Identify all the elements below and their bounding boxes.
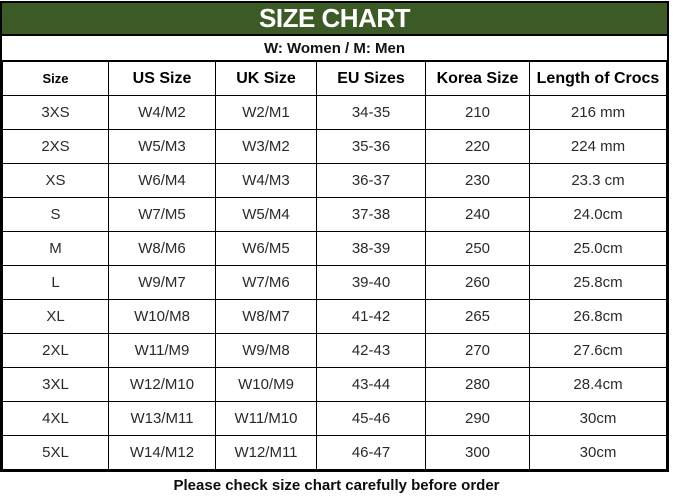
table-cell: 270 <box>425 333 530 368</box>
table-cell: W13/M11 <box>108 401 216 436</box>
table-cell: 280 <box>425 367 530 402</box>
table-cell: 224 mm <box>529 129 667 164</box>
table-cell: 25.0cm <box>529 231 667 266</box>
table-cell: 2XL <box>2 333 109 368</box>
table-cell: 30cm <box>529 401 667 436</box>
table-cell: 38-39 <box>316 231 426 266</box>
table-cell: 24.0cm <box>529 197 667 232</box>
table-row: M W8/M6 W6/M5 38-39 250 25.0cm <box>2 231 667 266</box>
column-header-us-size: US Size <box>108 61 216 96</box>
table-cell: 28.4cm <box>529 367 667 402</box>
table-cell: XL <box>2 299 109 334</box>
table-cell: 260 <box>425 265 530 300</box>
table-cell: W6/M5 <box>215 231 317 266</box>
table-cell: W5/M3 <box>108 129 216 164</box>
table-cell: W8/M6 <box>108 231 216 266</box>
column-header-length-of-crocs: Length of Crocs <box>529 61 667 96</box>
table-row: 3XS W4/M2 W2/M1 34-35 210 216 mm <box>2 95 667 130</box>
table-cell: 43-44 <box>316 367 426 402</box>
table-cell: 5XL <box>2 435 109 470</box>
table-cell: 3XL <box>2 367 109 402</box>
table-cell: M <box>2 231 109 266</box>
table-cell: 290 <box>425 401 530 436</box>
table-cell: L <box>2 265 109 300</box>
table-cell: W10/M9 <box>215 367 317 402</box>
table-cell: W7/M5 <box>108 197 216 232</box>
column-header-eu-sizes: EU Sizes <box>316 61 426 96</box>
table-cell: XS <box>2 163 109 198</box>
table-cell: W14/M12 <box>108 435 216 470</box>
table-cell: 36-37 <box>316 163 426 198</box>
table-cell: 2XS <box>2 129 109 164</box>
size-chart-panel: SIZE CHART W: Women / M: Men Size US Size… <box>0 1 669 472</box>
footer: Please check size chart carefully before… <box>0 472 673 497</box>
table-cell: W7/M6 <box>215 265 317 300</box>
table-cell: W11/M9 <box>108 333 216 368</box>
table-cell: 37-38 <box>316 197 426 232</box>
table-cell: 46-47 <box>316 435 426 470</box>
table-cell: W2/M1 <box>215 95 317 130</box>
table-cell: 39-40 <box>316 265 426 300</box>
page-title: SIZE CHART <box>259 3 411 33</box>
table-cell: W4/M2 <box>108 95 216 130</box>
table-row: XL W10/M8 W8/M7 41-42 265 26.8cm <box>2 299 667 334</box>
table-cell: 27.6cm <box>529 333 667 368</box>
table-row: S W7/M5 W5/M4 37-38 240 24.0cm <box>2 197 667 232</box>
table-cell: 25.8cm <box>529 265 667 300</box>
table-cell: W10/M8 <box>108 299 216 334</box>
table-row: 4XL W13/M11 W11/M10 45-46 290 30cm <box>2 401 667 436</box>
table-cell: 240 <box>425 197 530 232</box>
table-cell: W12/M10 <box>108 367 216 402</box>
footer-note: Please check size chart carefully before… <box>173 476 500 494</box>
table-row: 2XS W5/M3 W3/M2 35-36 220 224 mm <box>2 129 667 164</box>
table-cell: 3XS <box>2 95 109 130</box>
table-cell: 42-43 <box>316 333 426 368</box>
table-cell: 250 <box>425 231 530 266</box>
title-bar: SIZE CHART <box>2 3 667 36</box>
column-header-size: Size <box>2 61 109 96</box>
table-cell: S <box>2 197 109 232</box>
table-cell: W9/M7 <box>108 265 216 300</box>
table-header-row: Size US Size UK Size EU Sizes Korea Size Leng… <box>2 61 667 96</box>
table-cell: 265 <box>425 299 530 334</box>
table-cell: 35-36 <box>316 129 426 164</box>
legend-text: W: Women / M: Men <box>263 39 406 57</box>
table-cell: 41-42 <box>316 299 426 334</box>
column-header-korea-size: Korea Size <box>425 61 530 96</box>
table-cell: 4XL <box>2 401 109 436</box>
size-table: Size US Size UK Size EU Sizes Korea Size Leng… <box>2 61 667 470</box>
table-cell: 34-35 <box>316 95 426 130</box>
table-cell: W9/M8 <box>215 333 317 368</box>
table-cell: W4/M3 <box>215 163 317 198</box>
table-cell: W6/M4 <box>108 163 216 198</box>
table-cell: 210 <box>425 95 530 130</box>
table-cell: 30cm <box>529 435 667 470</box>
table-cell: 216 mm <box>529 95 667 130</box>
table-cell: W8/M7 <box>215 299 317 334</box>
table-cell: W11/M10 <box>215 401 317 436</box>
table-cell: 26.8cm <box>529 299 667 334</box>
table-cell: 23.3 cm <box>529 163 667 198</box>
table-row: 3XL W12/M10 W10/M9 43-44 280 28.4cm <box>2 367 667 402</box>
table-cell: 45-46 <box>316 401 426 436</box>
table-row: 2XL W11/M9 W9/M8 42-43 270 27.6cm <box>2 333 667 368</box>
table-cell: 230 <box>425 163 530 198</box>
table-cell: 220 <box>425 129 530 164</box>
table-row: L W9/M7 W7/M6 39-40 260 25.8cm <box>2 265 667 300</box>
table-cell: W3/M2 <box>215 129 317 164</box>
column-header-uk-size: UK Size <box>215 61 317 96</box>
table-row: 5XL W14/M12 W12/M11 46-47 300 30cm <box>2 435 667 470</box>
table-row: XS W6/M4 W4/M3 36-37 230 23.3 cm <box>2 163 667 198</box>
table-cell: W12/M11 <box>215 435 317 470</box>
table-cell: W5/M4 <box>215 197 317 232</box>
legend-row: W: Women / M: Men <box>2 36 667 61</box>
table-cell: 300 <box>425 435 530 470</box>
